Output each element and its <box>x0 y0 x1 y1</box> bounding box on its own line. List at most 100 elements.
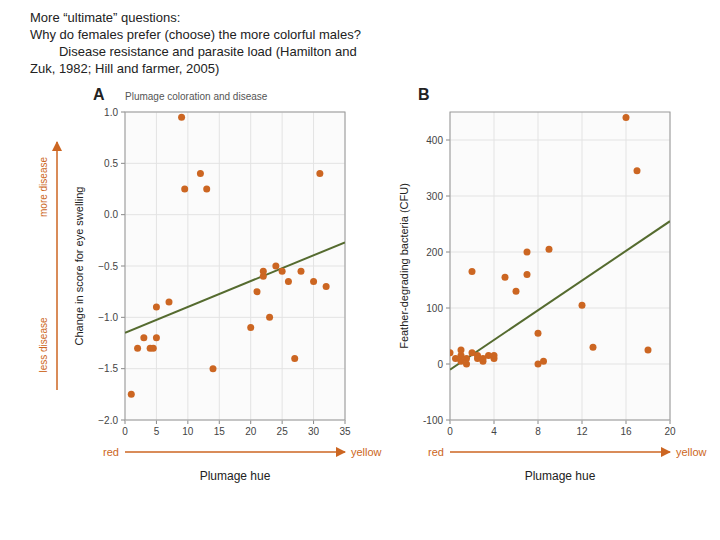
trend-line <box>125 242 345 332</box>
title-line: More “ultimate” questions: <box>30 10 180 25</box>
tick-label: 20 <box>664 426 676 437</box>
point <box>502 274 509 281</box>
tick <box>121 163 125 164</box>
plot-frame <box>450 112 670 420</box>
point <box>150 345 157 352</box>
point <box>128 391 135 398</box>
tick <box>670 420 671 424</box>
tick-label: 30 <box>308 426 320 437</box>
tick <box>450 420 451 424</box>
tick-label: 10 <box>182 426 194 437</box>
tick-label: 25 <box>277 426 289 437</box>
subtitle: Plumage coloration and disease <box>125 91 268 102</box>
trend-line <box>450 221 670 369</box>
tick-label: 0 <box>447 426 453 437</box>
point <box>323 283 330 290</box>
point <box>546 246 553 253</box>
point <box>590 344 597 351</box>
tick <box>121 112 125 113</box>
direction-label: red <box>428 446 444 458</box>
plot-area <box>450 112 670 420</box>
point <box>254 288 261 295</box>
point <box>463 361 470 368</box>
tick-label: -100 <box>423 415 443 426</box>
direction-arrow <box>56 142 58 390</box>
direction-label: yellow <box>351 446 382 458</box>
tick-label: 16 <box>620 426 632 437</box>
direction-arrow <box>125 451 345 453</box>
tick <box>538 420 539 424</box>
tick-label: −0.5 <box>98 261 118 272</box>
point <box>247 324 254 331</box>
grid-line <box>125 163 345 164</box>
point <box>285 278 292 285</box>
tick <box>121 420 125 421</box>
tick <box>494 420 495 424</box>
point <box>298 268 305 275</box>
tick-label: 35 <box>339 426 351 437</box>
tick <box>219 420 220 424</box>
grid-line <box>125 368 345 369</box>
plot-area <box>125 112 345 420</box>
point <box>645 347 652 354</box>
point <box>458 347 465 354</box>
point <box>153 304 160 311</box>
tick <box>446 140 450 141</box>
tick-label: 0 <box>122 426 128 437</box>
tick <box>121 317 125 318</box>
point <box>203 186 210 193</box>
point <box>153 334 160 341</box>
point <box>310 278 317 285</box>
point <box>316 170 323 177</box>
point <box>166 298 173 305</box>
point <box>260 268 267 275</box>
title-line: Disease resistance and parasite load (Ha… <box>30 44 357 59</box>
point <box>623 114 630 121</box>
grid-line <box>450 252 670 253</box>
point <box>450 349 454 356</box>
tick <box>446 364 450 365</box>
tick <box>313 420 314 424</box>
title: More “ultimate” questions:Why do females… <box>30 10 361 76</box>
x-axis-label: Plumage hue <box>200 469 271 483</box>
tick-label: 200 <box>426 247 443 258</box>
body: {"chart_data": [ {"type": "scatter", "ti… <box>0 0 720 540</box>
point <box>279 268 286 275</box>
tick <box>125 420 126 424</box>
tick-label: 15 <box>214 426 226 437</box>
marks <box>450 114 670 370</box>
point <box>210 365 217 372</box>
tick <box>121 266 125 267</box>
tick <box>446 420 450 421</box>
point <box>291 355 298 362</box>
point <box>524 271 531 278</box>
tick-label: 12 <box>576 426 588 437</box>
tick-label: −1.5 <box>98 363 118 374</box>
panel-letter: A <box>93 86 105 103</box>
x-axis-label: Plumage hue <box>525 469 596 483</box>
point <box>469 268 476 275</box>
tick <box>626 420 627 424</box>
point <box>181 186 188 193</box>
grid-line <box>450 196 670 197</box>
page: Plumage hue charts html, body { margin: … <box>0 0 720 540</box>
point <box>197 170 204 177</box>
chart-svg: More “ultimate” questions:Why do females… <box>0 0 720 540</box>
grid-line <box>125 214 345 215</box>
point <box>266 314 273 321</box>
y-axis-label: Feather-degrading bacteria (CFU) <box>398 183 410 349</box>
point <box>524 249 531 256</box>
tick-label: −1.0 <box>98 312 118 323</box>
point <box>272 263 279 270</box>
tick <box>446 308 450 309</box>
tick-label: 0.0 <box>104 209 118 220</box>
tick <box>345 420 346 424</box>
tick-label: 1.0 <box>104 107 118 118</box>
tick-label: 300 <box>426 191 443 202</box>
point <box>134 345 141 352</box>
tick-label: 400 <box>426 135 443 146</box>
grid-line <box>125 266 345 267</box>
tick <box>187 420 188 424</box>
tick-label: 5 <box>154 426 160 437</box>
tick <box>121 214 125 215</box>
